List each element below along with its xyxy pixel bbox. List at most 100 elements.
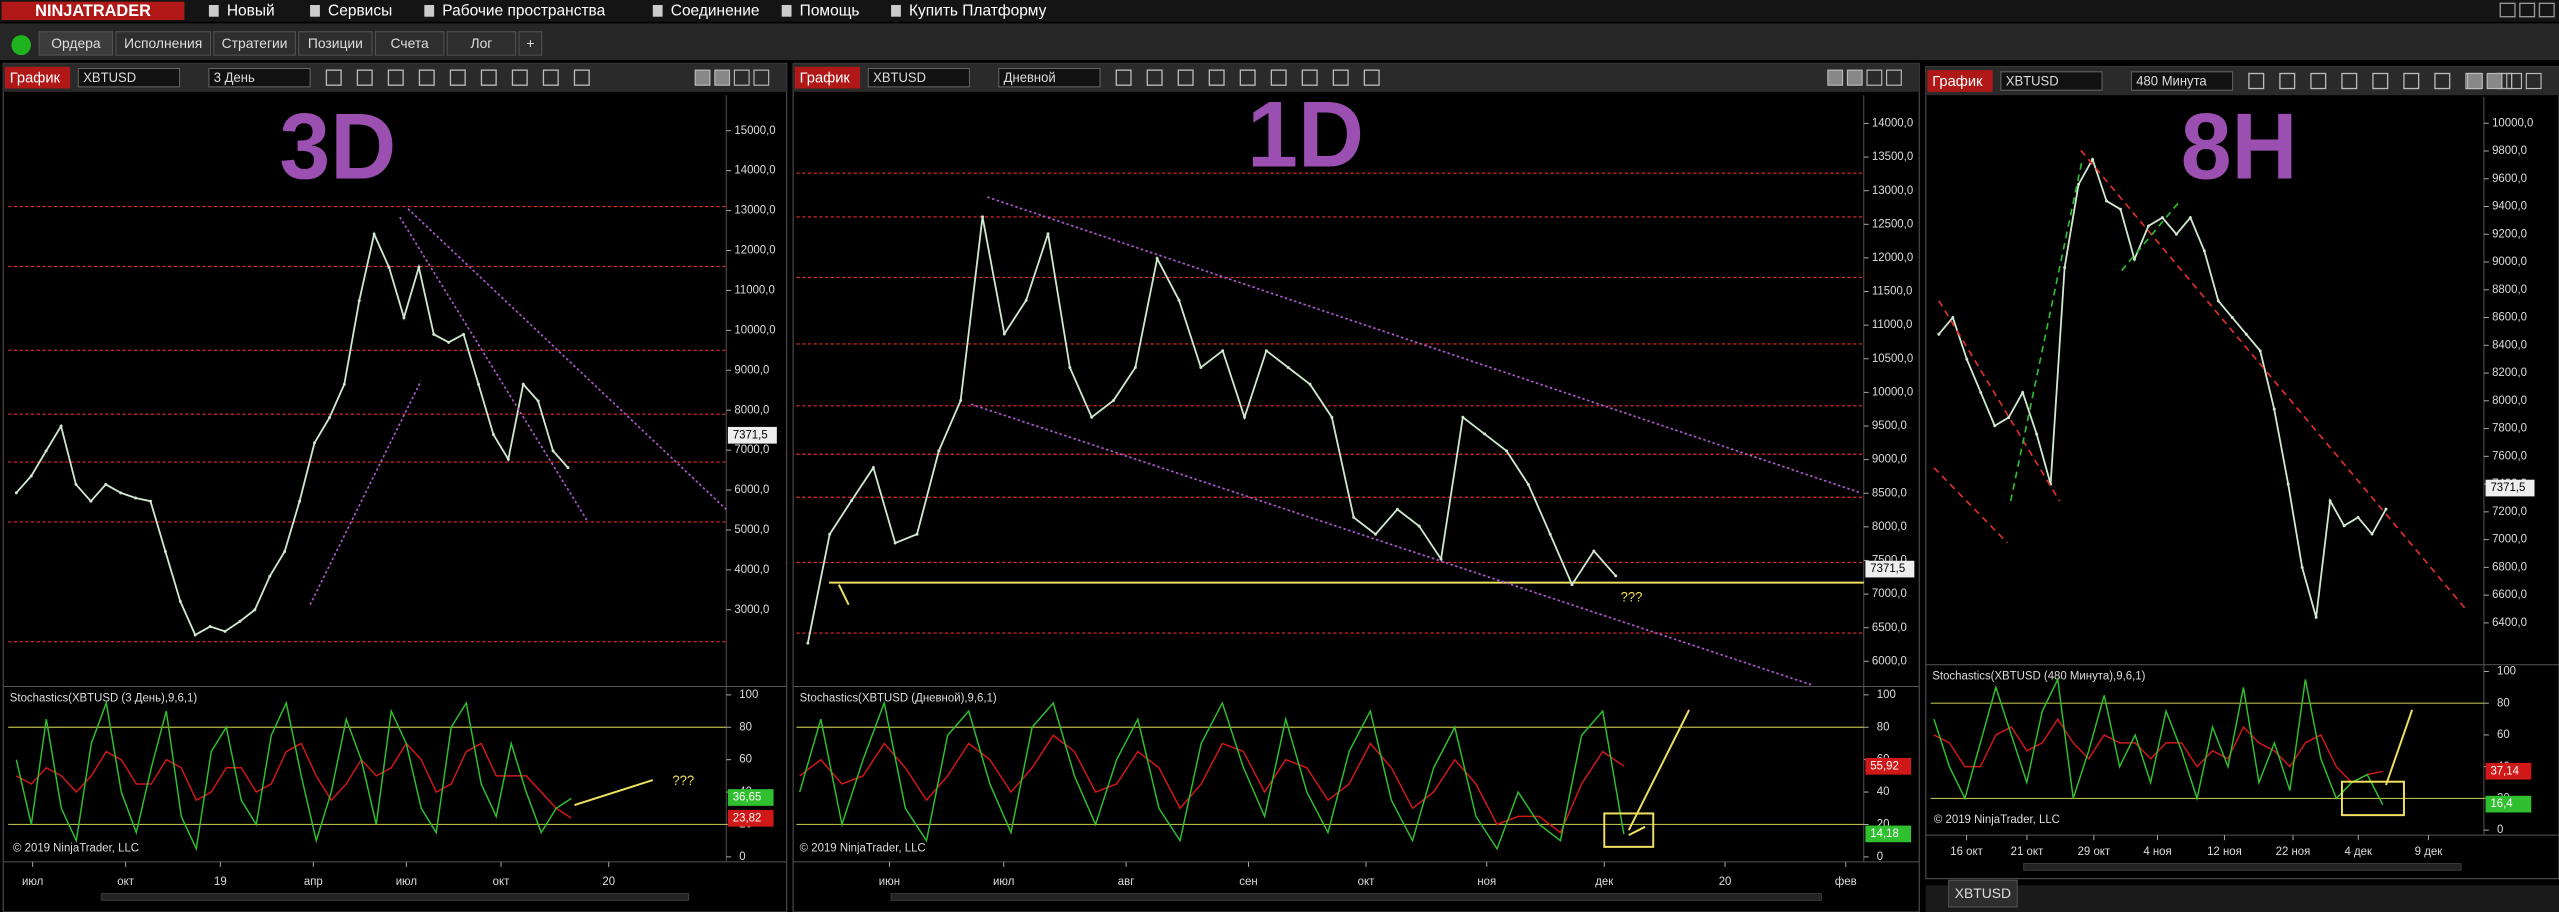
trend-line: [309, 380, 422, 606]
instrument-select[interactable]: [2000, 71, 2103, 91]
arrow: [1628, 825, 1646, 837]
copyright: © 2019 NinjaTrader, LLC: [13, 843, 139, 855]
menu-item[interactable]: Соединение: [671, 2, 760, 19]
toolbar-button[interactable]: [2434, 72, 2451, 90]
price-point: [1286, 365, 1290, 370]
trend-line: [407, 208, 727, 511]
window-button[interactable]: [1866, 69, 1883, 86]
tab[interactable]: [374, 31, 445, 56]
y-tick-label: 6000,0: [1872, 655, 1907, 667]
tab[interactable]: [38, 31, 114, 56]
tab-label[interactable]: +: [526, 35, 534, 51]
menu-item[interactable]: Купить Платформу: [909, 2, 1047, 19]
toolbar-button[interactable]: [2341, 72, 2358, 90]
price-point: [104, 482, 108, 486]
trend-line: [1938, 300, 2061, 502]
y-tick-label: 80: [1877, 721, 1890, 733]
window-button[interactable]: [1827, 69, 1844, 86]
tab-label[interactable]: Ордера: [51, 35, 101, 51]
toolbar-button[interactable]: [1363, 69, 1380, 86]
window-button[interactable]: [2506, 72, 2523, 90]
toolbar-button[interactable]: [1177, 69, 1194, 86]
stoch-d-line: [15, 742, 572, 819]
price-point: [1614, 574, 1618, 578]
toolbar-button[interactable]: [2310, 72, 2327, 90]
tab[interactable]: [115, 31, 212, 56]
window-button[interactable]: [733, 69, 750, 86]
scrollbar[interactable]: [890, 893, 1822, 901]
window-button[interactable]: [1886, 69, 1902, 86]
menu-item[interactable]: Рабочие пространства: [442, 2, 605, 19]
window-button[interactable]: [2486, 72, 2503, 90]
price-point: [357, 299, 361, 303]
interval-select[interactable]: [208, 67, 311, 88]
interval-select[interactable]: [2130, 71, 2234, 91]
instrument-select[interactable]: [867, 67, 970, 88]
tab-label[interactable]: Стратегии: [222, 35, 288, 51]
toolbar-button[interactable]: [2279, 72, 2296, 90]
toolbar-button[interactable]: [1332, 69, 1349, 86]
scrollbar[interactable]: [100, 893, 690, 901]
x-tick-label: 12 ноя: [2207, 846, 2242, 858]
window-button[interactable]: [753, 69, 770, 86]
tab-label[interactable]: Позиции: [308, 35, 363, 51]
instrument[interactable]: XBTUSD: [873, 70, 926, 85]
tab-label[interactable]: Исполнения: [124, 35, 202, 51]
tab[interactable]: [213, 31, 296, 56]
interval[interactable]: 480 Минута: [2136, 73, 2207, 88]
toolbar-button[interactable]: [325, 69, 342, 86]
window-button[interactable]: [694, 69, 711, 86]
toolbar-button[interactable]: [418, 69, 435, 86]
tab[interactable]: [446, 31, 517, 56]
toolbar-button[interactable]: [1239, 69, 1256, 86]
window-close[interactable]: [2538, 2, 2555, 18]
toolbar-button[interactable]: [2372, 72, 2389, 90]
menu-item[interactable]: Новый: [227, 2, 275, 19]
y-tick-label: 11000,0: [1872, 319, 1912, 331]
interval-select[interactable]: [998, 67, 1101, 88]
tab[interactable]: [518, 31, 543, 56]
window-maximize[interactable]: [2519, 2, 2536, 18]
toolbar-button[interactable]: [2248, 72, 2265, 90]
current-price: 7371,5: [1870, 563, 1905, 575]
y-tick-label: 15000,0: [734, 125, 775, 137]
window-button[interactable]: [1846, 69, 1863, 86]
instrument[interactable]: XBTUSD: [2006, 73, 2059, 88]
current-price-box: [1865, 560, 1915, 578]
scrollbar[interactable]: [2023, 863, 2462, 871]
panel-frame: [2, 62, 788, 912]
toolbar-button[interactable]: [1301, 69, 1318, 86]
toolbar-button[interactable]: [573, 69, 590, 86]
toolbar-button[interactable]: [1208, 69, 1225, 86]
window-minimize[interactable]: [2499, 2, 2516, 18]
toolbar-button[interactable]: [542, 69, 559, 86]
instrument-tab[interactable]: [1948, 879, 2018, 908]
instrument-tab-label[interactable]: XBTUSD: [1955, 885, 2011, 901]
price-point: [2314, 615, 2318, 619]
price-line: [806, 216, 1617, 644]
toolbar-button[interactable]: [1146, 69, 1163, 86]
toolbar-button[interactable]: [356, 69, 373, 86]
tab-label[interactable]: Счета: [391, 35, 429, 51]
tab-label[interactable]: Лог: [471, 35, 493, 51]
toolbar-button[interactable]: [1270, 69, 1287, 86]
toolbar-button[interactable]: [387, 69, 404, 86]
toolbar-button[interactable]: [511, 69, 528, 86]
toolbar-button[interactable]: [449, 69, 466, 86]
interval[interactable]: 3 День: [214, 70, 255, 85]
instrument-select[interactable]: [77, 67, 181, 88]
y-tick-label: 6600,0: [2492, 589, 2527, 601]
tab[interactable]: [298, 31, 373, 56]
interval[interactable]: Дневной: [1004, 70, 1056, 85]
toolbar-button[interactable]: [1115, 69, 1132, 86]
toolbar-button[interactable]: [480, 69, 497, 86]
window-button[interactable]: [2525, 72, 2542, 90]
window-button[interactable]: [2467, 72, 2483, 90]
menu-item[interactable]: Помощь: [800, 2, 860, 19]
window-button[interactable]: [714, 69, 731, 86]
price-point: [506, 457, 510, 461]
toolbar-button[interactable]: [2403, 72, 2420, 90]
menu-item[interactable]: Сервисы: [328, 2, 392, 19]
instrument[interactable]: XBTUSD: [83, 70, 136, 85]
